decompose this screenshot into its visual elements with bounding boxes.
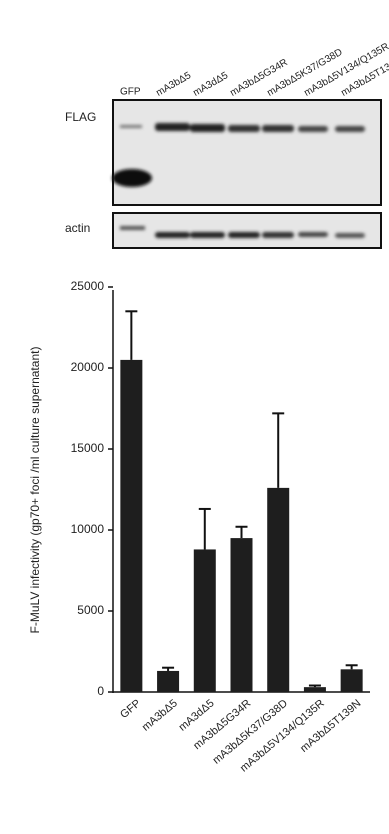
y-tick-label: 15000: [71, 441, 105, 455]
blot-row-label: FLAG: [65, 110, 96, 124]
bar: [304, 687, 326, 692]
y-tick-label: 5000: [77, 603, 104, 617]
x-tick-label: GFP: [118, 697, 143, 721]
lane-label: mA3dΔ5: [191, 70, 230, 99]
bar: [231, 538, 253, 692]
blot-panel: [113, 100, 381, 205]
y-tick-label: 10000: [71, 522, 105, 536]
y-tick-label: 25000: [71, 279, 105, 293]
x-tick-label: mA3bΔ5: [140, 697, 180, 733]
y-tick-label: 0: [97, 684, 104, 698]
figure: FLAG actin F-MuLV infectivity (gp70+ foc…: [0, 0, 389, 834]
y-axis-title: F-MuLV infectivity (gp70+ foci /ml cultu…: [28, 347, 42, 634]
bar: [120, 360, 142, 692]
lane-label: GFP: [120, 87, 141, 98]
lane-label: mA3bΔ5: [154, 70, 193, 99]
bar: [341, 669, 363, 692]
bar: [267, 488, 289, 692]
bar: [157, 671, 179, 692]
y-tick-label: 20000: [71, 360, 105, 374]
blot-row-label: actin: [65, 221, 90, 235]
blot-panel: [113, 213, 381, 248]
bar: [194, 549, 216, 692]
